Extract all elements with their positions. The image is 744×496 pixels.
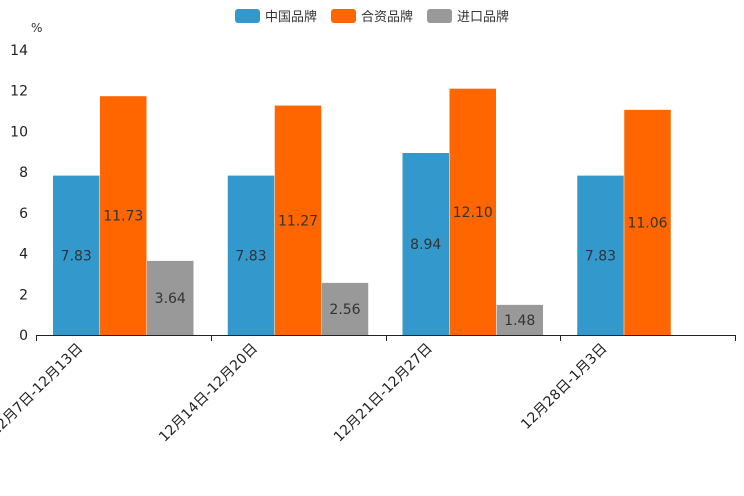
data-label: 7.83 [61,248,92,264]
y-tick-label: 14 [10,43,28,59]
data-label: 11.06 [627,215,667,231]
bar-2-3 [449,88,496,335]
data-label: 7.83 [235,248,266,264]
data-label: 11.27 [278,213,318,229]
data-label: 8.94 [410,237,441,253]
data-label: 2.56 [329,302,360,318]
x-tick-label: 12月28日-1月3日 [518,341,610,433]
bar-3-1 [147,260,194,335]
bar-3-3 [496,304,543,335]
y-tick-label: 10 [10,124,28,140]
bar-2-1 [100,96,147,335]
y-tick-label: 6 [19,206,28,222]
legend-item-china-brand[interactable]: 中国品牌 [234,6,317,25]
data-label: 3.64 [155,291,186,307]
y-tick-label: 4 [19,247,28,263]
y-tick-label: 8 [19,165,28,181]
x-tick-label: 12月14日-12月20日 [156,341,261,446]
bar-3-2 [321,282,369,335]
legend-swatch-imported-brand [427,8,452,23]
bar-1-3 [402,153,449,335]
bar-1-2 [227,175,275,335]
legend-item-joint-venture-brand[interactable]: 合资品牌 [330,6,413,25]
bar-2-4 [624,109,671,335]
y-tick-label: 0 [19,328,28,344]
y-tick-label: 2 [19,287,28,303]
data-label: 12.10 [453,205,493,221]
bar-1-1 [53,175,100,335]
legend-label-china-brand: 中国品牌 [264,10,317,25]
legend-label-imported-brand: 进口品牌 [457,10,510,25]
y-axis-unit-label: % [31,21,43,35]
data-label: 1.48 [504,313,535,329]
x-tick-label: 12月21日-12月27日 [331,341,436,446]
data-label: 11.73 [103,209,143,225]
chart-legend: 中国品牌 合资品牌 进口品牌 [0,6,744,25]
x-tick-label: 12月7日-12月13日 [0,341,86,440]
legend-swatch-joint-venture-brand [330,8,356,23]
y-tick-label: 12 [10,84,28,100]
bar-1-4 [577,175,624,335]
legend-swatch-china-brand [234,8,260,23]
data-label: 7.83 [585,248,616,264]
legend-label-joint-venture-brand: 合资品牌 [360,10,413,25]
bar-2-2 [274,105,322,335]
legend-item-imported-brand[interactable]: 进口品牌 [427,6,509,25]
